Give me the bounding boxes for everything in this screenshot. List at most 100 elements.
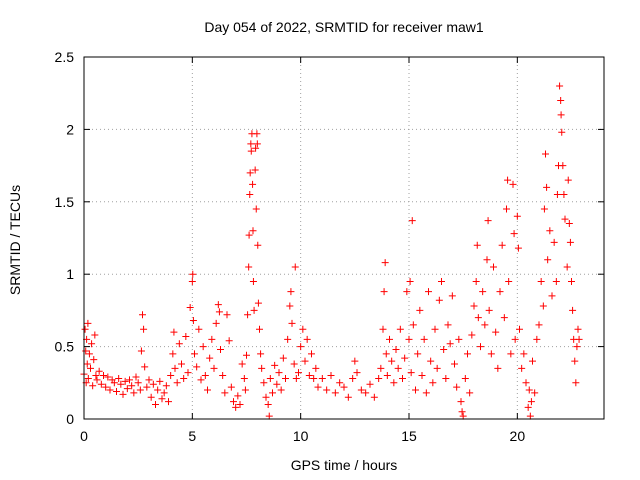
data-point	[455, 335, 463, 343]
data-point	[561, 215, 569, 223]
data-point	[451, 360, 458, 368]
data-point	[292, 374, 300, 382]
data-point	[477, 343, 484, 351]
data-point	[390, 379, 398, 387]
data-point	[110, 379, 118, 387]
y-tick-label: 2.5	[55, 49, 75, 65]
data-point	[152, 401, 159, 409]
data-point	[431, 325, 439, 333]
data-point	[204, 386, 211, 394]
data-point	[504, 176, 512, 184]
data-point	[253, 140, 261, 148]
data-point	[191, 350, 198, 358]
data-point	[208, 335, 216, 343]
data-point	[251, 166, 259, 174]
data-point	[366, 380, 374, 388]
data-point	[420, 335, 428, 343]
data-point	[247, 140, 255, 148]
data-point	[277, 386, 285, 394]
data-point	[427, 357, 435, 365]
data-point	[466, 389, 474, 397]
data-point	[141, 363, 149, 371]
data-point	[93, 376, 101, 384]
data-point	[494, 364, 502, 372]
data-point	[252, 144, 260, 152]
data-point	[525, 386, 533, 394]
data-point	[140, 325, 148, 333]
data-point	[173, 379, 181, 387]
data-point	[556, 82, 564, 90]
data-point	[162, 382, 170, 390]
data-point	[254, 299, 262, 307]
data-point	[440, 345, 448, 353]
data-point	[178, 360, 185, 368]
data-point	[273, 380, 281, 388]
data-point	[557, 111, 565, 119]
data-point	[340, 383, 348, 391]
data-point	[543, 183, 551, 191]
data-point	[414, 350, 422, 358]
data-point	[575, 335, 583, 343]
data-point	[472, 277, 480, 285]
data-point	[279, 354, 287, 362]
data-point	[474, 314, 482, 322]
data-point	[507, 350, 515, 358]
data-point	[245, 231, 253, 239]
data-point	[223, 311, 231, 319]
data-point	[287, 288, 295, 296]
data-point	[403, 288, 411, 296]
data-point	[529, 357, 536, 365]
data-point	[256, 325, 263, 333]
data-point	[241, 386, 249, 394]
data-point	[522, 379, 530, 387]
data-point	[314, 383, 322, 391]
data-point	[180, 374, 188, 382]
data-point	[245, 263, 253, 271]
data-point	[188, 277, 196, 285]
y-axis-label: SRMTID / TECUs	[7, 185, 23, 295]
data-point	[524, 403, 532, 411]
y-tick-label: 0	[66, 411, 74, 427]
data-point	[379, 325, 387, 333]
data-point	[422, 389, 430, 397]
data-point	[448, 292, 456, 300]
data-point	[82, 347, 90, 355]
data-point	[137, 347, 145, 355]
data-point	[498, 241, 506, 249]
data-point	[305, 372, 313, 380]
data-points	[80, 82, 583, 420]
data-point	[464, 350, 471, 358]
data-point	[215, 308, 223, 316]
data-point	[564, 176, 572, 184]
data-point	[392, 345, 400, 353]
data-point	[106, 386, 114, 394]
data-point	[87, 364, 94, 372]
data-point	[119, 390, 127, 398]
data-point	[271, 361, 279, 369]
data-point	[301, 357, 309, 365]
y-tick-label: 0.5	[55, 339, 75, 355]
data-point	[252, 205, 260, 213]
data-point	[154, 386, 162, 394]
data-point	[381, 259, 389, 267]
data-point	[128, 382, 136, 390]
data-point	[95, 367, 103, 375]
data-point	[380, 288, 388, 296]
data-point	[444, 321, 452, 329]
data-point	[286, 302, 294, 310]
data-point	[160, 389, 168, 397]
data-point	[500, 314, 508, 322]
data-point	[269, 389, 276, 397]
data-point	[88, 340, 96, 348]
data-point	[115, 374, 123, 382]
data-point	[197, 376, 205, 384]
data-point	[275, 369, 283, 377]
data-point	[126, 376, 133, 384]
data-point	[386, 335, 393, 343]
data-point	[244, 311, 252, 319]
data-point	[459, 412, 467, 420]
data-point	[170, 328, 178, 336]
data-point	[134, 379, 142, 387]
data-point	[362, 389, 370, 397]
data-point	[262, 393, 270, 401]
